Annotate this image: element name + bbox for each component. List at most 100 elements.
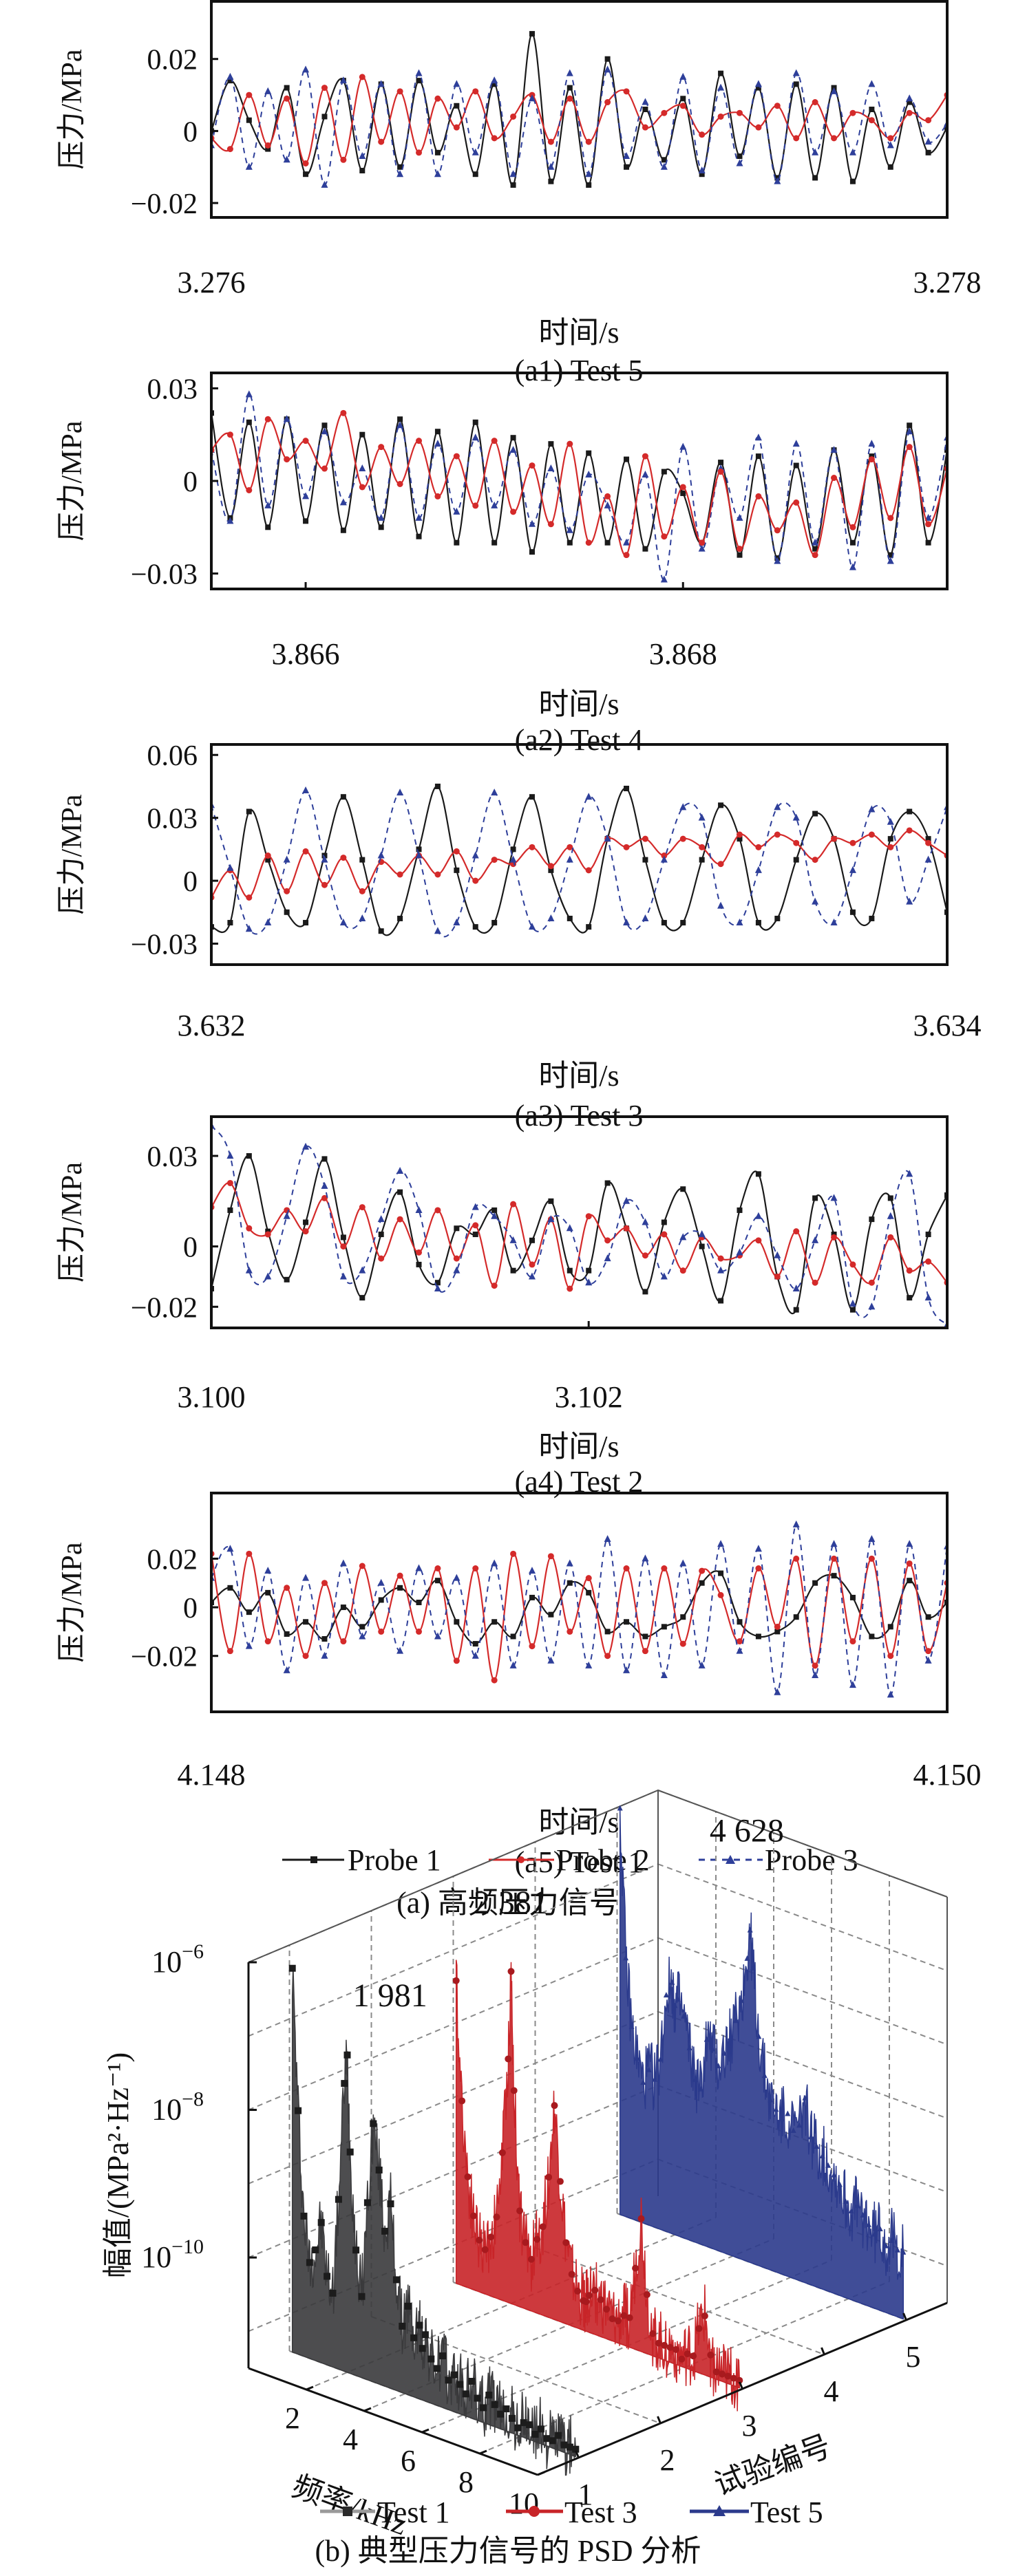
psd-point-test-1 bbox=[416, 2321, 423, 2329]
data-point-probe-3 bbox=[717, 1540, 725, 1547]
grid-line bbox=[248, 2085, 659, 2259]
data-point-probe-2 bbox=[906, 1267, 913, 1274]
data-point-probe-1 bbox=[265, 1589, 271, 1596]
data-point-probe-3 bbox=[623, 152, 631, 160]
data-point-probe-2 bbox=[472, 88, 479, 95]
data-point-probe-2 bbox=[340, 855, 347, 861]
data-point-probe-2 bbox=[246, 486, 253, 493]
y-axis-label: 压力/MPa bbox=[56, 420, 88, 541]
data-point-probe-3 bbox=[774, 177, 781, 184]
legend-probes: Probe 1 Probe 2 Probe 3 bbox=[282, 1843, 858, 1877]
data-point-probe-1 bbox=[359, 1624, 366, 1630]
psd-point-test-3 bbox=[649, 2330, 657, 2337]
y-axis-label: 压力/MPa bbox=[56, 794, 88, 914]
data-point-probe-3 bbox=[887, 1212, 894, 1219]
data-point-probe-3 bbox=[679, 803, 687, 811]
psd-point-test-3 bbox=[637, 2215, 645, 2222]
data-point-probe-1 bbox=[680, 920, 686, 926]
psd-point-test-3 bbox=[684, 2350, 691, 2358]
data-point-probe-2 bbox=[284, 95, 290, 102]
data-point-probe-2 bbox=[925, 839, 932, 846]
data-point-probe-3 bbox=[660, 1671, 668, 1678]
data-point-probe-3 bbox=[396, 170, 404, 178]
data-point-probe-1 bbox=[454, 867, 460, 873]
data-point-probe-3 bbox=[736, 1646, 743, 1654]
test-tick bbox=[821, 2347, 825, 2355]
data-point-probe-3 bbox=[509, 446, 517, 453]
square-marker-icon bbox=[343, 2507, 352, 2516]
psd-point-test-1 bbox=[410, 2334, 418, 2341]
data-point-probe-1 bbox=[699, 1243, 705, 1249]
legend-item-test-5: Test 5 bbox=[690, 2496, 823, 2529]
series-line-probe-1 bbox=[211, 413, 947, 559]
data-point-probe-2 bbox=[567, 440, 573, 447]
data-point-probe-2 bbox=[359, 484, 366, 491]
psd-point-test-3 bbox=[730, 2374, 737, 2382]
psd-point-test-1 bbox=[335, 2196, 342, 2203]
data-point-probe-2 bbox=[510, 113, 517, 120]
data-point-probe-3 bbox=[453, 919, 461, 926]
legend-label-test-3: Test 3 bbox=[564, 2496, 637, 2529]
x-axis-label: 时间/s bbox=[538, 316, 619, 350]
data-point-probe-2 bbox=[831, 1234, 838, 1241]
data-point-probe-1 bbox=[793, 1307, 799, 1313]
psd-point-test-3 bbox=[498, 2149, 506, 2156]
psd-point-test-1 bbox=[520, 2419, 527, 2427]
psd-point-test-3 bbox=[582, 2298, 590, 2306]
data-point-probe-2 bbox=[264, 1638, 271, 1645]
data-point-probe-3 bbox=[698, 166, 706, 173]
data-point-probe-2 bbox=[831, 1555, 838, 1562]
peak-annotation: 2 381 bbox=[474, 1885, 548, 1921]
data-point-probe-1 bbox=[434, 429, 441, 435]
data-point-probe-2 bbox=[604, 1653, 611, 1660]
data-point-probe-1 bbox=[265, 146, 271, 152]
x-axis-label: 时间/s bbox=[538, 687, 619, 721]
psd-point-test-3 bbox=[545, 2174, 553, 2181]
data-point-probe-1 bbox=[416, 533, 422, 539]
psd-point-test-1 bbox=[474, 2394, 481, 2402]
freq-tick bbox=[363, 2407, 372, 2412]
data-point-probe-3 bbox=[812, 1671, 819, 1678]
data-point-probe-2 bbox=[264, 852, 271, 859]
data-point-probe-2 bbox=[906, 1560, 913, 1567]
data-point-probe-3 bbox=[604, 501, 611, 508]
z-tick-label: 10−6 bbox=[151, 1940, 204, 1979]
data-point-probe-3 bbox=[566, 526, 573, 533]
data-point-probe-3 bbox=[415, 69, 423, 76]
data-point-probe-2 bbox=[321, 1194, 328, 1201]
data-point-probe-1 bbox=[434, 149, 441, 155]
data-point-probe-2 bbox=[585, 1213, 592, 1220]
data-point-probe-3 bbox=[321, 427, 328, 435]
data-point-probe-2 bbox=[906, 109, 913, 116]
data-point-probe-1 bbox=[416, 1600, 422, 1605]
data-point-probe-2 bbox=[812, 552, 818, 559]
data-point-probe-1 bbox=[642, 857, 648, 863]
data-point-probe-3 bbox=[264, 1567, 272, 1574]
data-point-probe-1 bbox=[831, 1573, 837, 1579]
psd-point-test-3 bbox=[597, 2296, 604, 2304]
caption-a: (a) 高频压力信号 bbox=[396, 1886, 620, 1920]
data-point-probe-1 bbox=[624, 786, 630, 791]
psd-point-test-5 bbox=[860, 2212, 866, 2218]
triangle-marker-icon bbox=[726, 1855, 735, 1864]
chart-panel-a1: 0.02 0 −0.02 3.276 3.278 压力/MPa 时间/s (a1) Test … bbox=[56, 0, 982, 387]
psd-point-test-5 bbox=[843, 2198, 849, 2204]
psd-point-test-1 bbox=[560, 2441, 568, 2449]
grid-line bbox=[657, 1937, 948, 2046]
panel-caption: (a1) Test 5 bbox=[515, 354, 644, 387]
data-point-probe-1 bbox=[812, 811, 818, 817]
data-point-probe-2 bbox=[585, 539, 592, 546]
data-point-probe-1 bbox=[737, 1207, 743, 1213]
data-point-probe-1 bbox=[491, 1207, 498, 1213]
data-point-probe-1 bbox=[529, 549, 535, 555]
chart-panel-a2: 0.03 0 −0.03 3.866 3.868 压力/MPa 时间/s(a2) Test … bbox=[56, 372, 949, 757]
psd-point-test-1 bbox=[514, 2424, 522, 2432]
data-point-probe-2 bbox=[774, 831, 781, 838]
psd-point-test-1 bbox=[295, 2107, 302, 2114]
data-point-probe-1 bbox=[359, 167, 366, 173]
data-point-probe-3 bbox=[415, 513, 423, 521]
psd-point-test-5 bbox=[732, 2017, 739, 2024]
data-point-probe-2 bbox=[793, 499, 800, 506]
data-point-probe-1 bbox=[793, 857, 799, 863]
